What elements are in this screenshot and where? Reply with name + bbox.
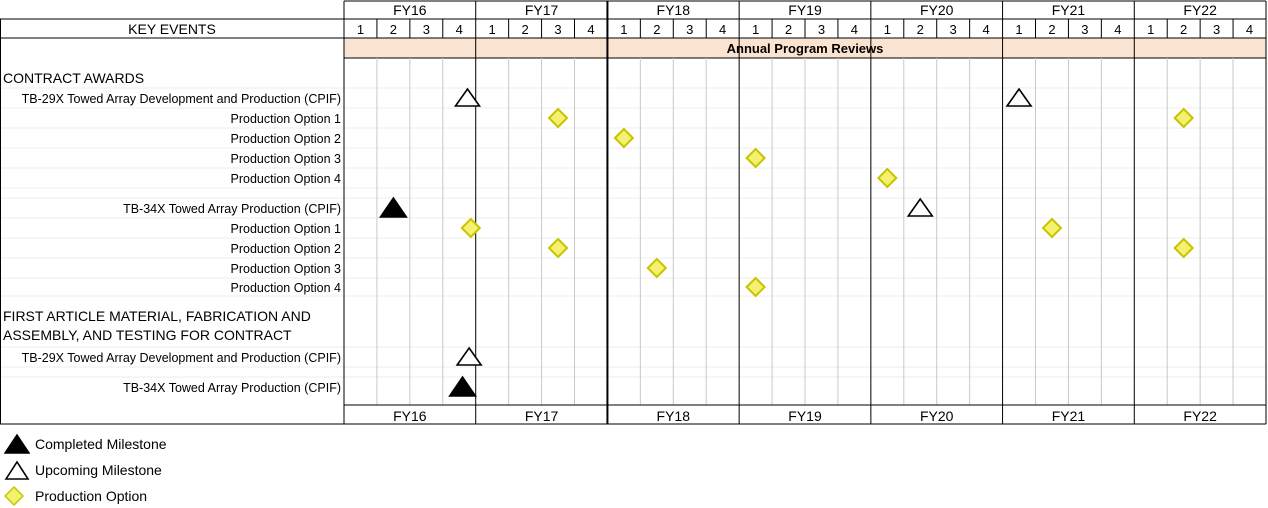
fy-footer-label: FY17: [525, 408, 559, 424]
legend-label-production-option: Production Option: [35, 488, 148, 504]
upcoming-milestone-marker: [455, 346, 483, 366]
event-row-label: Production Option 2: [231, 242, 342, 256]
fy-footer-label: FY21: [1052, 408, 1086, 424]
quarter-label: 4: [1246, 22, 1253, 37]
quarter-label: 4: [982, 22, 989, 37]
key-events-header: KEY EVENTS: [128, 21, 216, 37]
production-option-marker: [547, 237, 569, 259]
quarter-label: 1: [1147, 22, 1154, 37]
event-row-label: Production Option 1: [231, 112, 342, 126]
quarter-label: 1: [1015, 22, 1022, 37]
legend-item-production-option: Production Option: [4, 484, 147, 508]
fy-footer-label: FY20: [920, 408, 954, 424]
event-row-label: TB-34X Towed Array Production (CPIF): [123, 202, 341, 216]
quarter-label: 4: [587, 22, 594, 37]
quarter-label: 4: [851, 22, 858, 37]
production-option-marker: [646, 257, 668, 279]
production-option-marker: [1041, 217, 1063, 239]
production-option-marker: [613, 127, 635, 149]
production-option-icon: [4, 485, 25, 507]
quarter-label: 4: [456, 22, 463, 37]
event-row-label: TB-29X Towed Array Development and Produ…: [22, 351, 341, 365]
event-row-label: Production Option 3: [231, 152, 342, 166]
event-row-label: TB-34X Towed Array Production (CPIF): [123, 381, 341, 395]
upcoming-milestone-marker: [906, 197, 934, 217]
quarter-label: 2: [917, 22, 924, 37]
legend-item-completed: Completed Milestone: [4, 432, 167, 456]
fy-footer-label: FY19: [788, 408, 822, 424]
quarter-label: 2: [521, 22, 528, 37]
fy-header-label: FY22: [1183, 2, 1217, 18]
production-option-marker: [745, 276, 767, 298]
quarter-label: 1: [357, 22, 364, 37]
fy-footer-label: FY16: [393, 408, 427, 424]
quarter-label: 3: [950, 22, 957, 37]
production-option-marker: [1173, 107, 1195, 129]
schedule-grid: Annual Program Reviews KEY EVENTS FY16 FY16…: [0, 0, 1267, 425]
completed-milestone-marker: [448, 375, 477, 397]
event-row-label: TB-29X Towed Array Development and Produ…: [22, 92, 341, 106]
quarter-label: 2: [653, 22, 660, 37]
quarter-label: 4: [719, 22, 726, 37]
fy-header-label: FY16: [393, 2, 427, 18]
upcoming-milestone-icon: [4, 460, 30, 480]
event-row-label: Production Option 2: [231, 132, 342, 146]
quarter-label: 3: [554, 22, 561, 37]
fy-header-label: FY19: [788, 2, 822, 18]
quarter-label: 2: [1048, 22, 1055, 37]
quarter-label: 2: [1180, 22, 1187, 37]
quarter-label: 1: [884, 22, 891, 37]
production-option-marker: [1173, 237, 1195, 259]
quarter-label: 1: [489, 22, 496, 37]
fy-footer-label: FY18: [657, 408, 691, 424]
legend-label-completed: Completed Milestone: [35, 436, 167, 452]
production-option-marker: [876, 167, 898, 189]
upcoming-milestone-marker: [453, 87, 482, 107]
quarter-label: 3: [818, 22, 825, 37]
fy-header-label: FY18: [657, 2, 691, 18]
fy-footer-label: FY22: [1183, 408, 1217, 424]
event-row-label: Production Option 3: [231, 262, 342, 276]
quarter-label: 1: [620, 22, 627, 37]
annual-reviews-label: Annual Program Reviews: [727, 41, 884, 56]
completed-milestone-icon: [4, 433, 30, 454]
section-heading-first-article: ASSEMBLY, AND TESTING FOR CONTRACT: [3, 327, 292, 343]
legend: Completed Milestone Upcoming Milestone P…: [4, 432, 304, 507]
event-row-label: Production Option 1: [231, 222, 342, 236]
production-option-marker: [745, 147, 767, 169]
upcoming-milestone-marker: [1005, 87, 1033, 107]
section-heading-contract-awards: CONTRACT AWARDS: [3, 70, 144, 86]
quarter-label: 3: [1213, 22, 1220, 37]
fy-header-label: FY21: [1052, 2, 1086, 18]
production-option-marker: [547, 107, 569, 129]
quarter-label: 4: [1114, 22, 1121, 37]
quarter-label: 3: [686, 22, 693, 37]
production-option-marker: [460, 217, 482, 239]
fy-header-label: FY17: [525, 2, 559, 18]
quarter-label: 3: [423, 22, 430, 37]
section-heading-first-article: FIRST ARTICLE MATERIAL, FABRICATION AND: [3, 308, 311, 324]
event-row-label: Production Option 4: [231, 281, 342, 295]
quarter-label: 3: [1081, 22, 1088, 37]
quarter-label: 2: [390, 22, 397, 37]
fy-header-label: FY20: [920, 2, 954, 18]
quarter-label: 2: [785, 22, 792, 37]
legend-label-upcoming: Upcoming Milestone: [35, 462, 162, 478]
completed-milestone-marker: [378, 196, 408, 218]
event-row-label: Production Option 4: [231, 172, 342, 186]
quarter-label: 1: [752, 22, 759, 37]
legend-item-upcoming: Upcoming Milestone: [4, 458, 162, 482]
